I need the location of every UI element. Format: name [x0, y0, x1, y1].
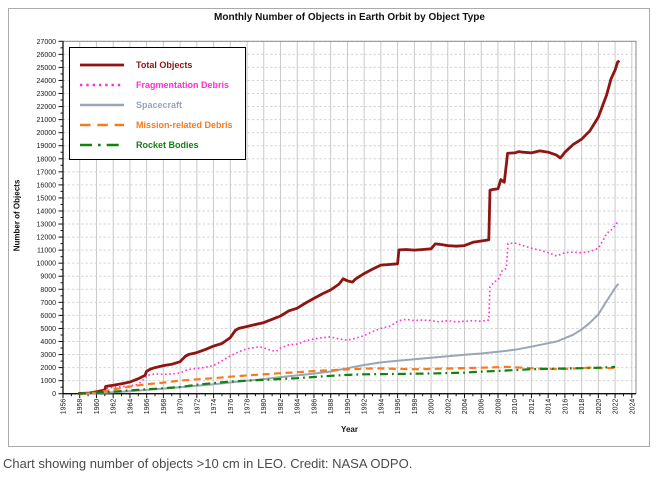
svg-text:18000: 18000 — [37, 156, 57, 163]
svg-text:2004: 2004 — [462, 399, 469, 415]
svg-text:6000: 6000 — [40, 313, 56, 320]
series-line-total — [77, 59, 621, 395]
svg-text:1964: 1964 — [127, 399, 134, 415]
svg-text:2022: 2022 — [613, 399, 620, 415]
svg-text:23000: 23000 — [37, 91, 57, 98]
svg-text:25000: 25000 — [37, 65, 57, 72]
legend-item-spacecraft: Spacecraft — [70, 95, 245, 115]
svg-text:20000: 20000 — [37, 130, 57, 137]
legend-line-sample-spacecraft — [79, 100, 129, 110]
svg-text:2000: 2000 — [40, 365, 56, 372]
svg-text:2000: 2000 — [429, 399, 436, 415]
svg-text:12000: 12000 — [37, 235, 57, 242]
svg-text:1988: 1988 — [328, 399, 335, 415]
legend-label-total: Total Objects — [136, 60, 193, 70]
svg-text:15000: 15000 — [37, 195, 57, 202]
svg-text:1960: 1960 — [94, 399, 101, 415]
svg-text:1972: 1972 — [194, 399, 201, 415]
svg-text:1976: 1976 — [228, 399, 235, 415]
svg-text:17000: 17000 — [37, 169, 57, 176]
legend-item-rocket-bodies: Rocket Bodies — [70, 135, 245, 155]
legend-line-sample-rocket-bodies — [79, 140, 129, 150]
svg-text:1970: 1970 — [178, 399, 185, 415]
svg-text:1986: 1986 — [311, 399, 318, 415]
svg-text:4000: 4000 — [40, 339, 56, 346]
svg-text:1962: 1962 — [111, 399, 118, 415]
series-line-spacecraft — [78, 283, 620, 395]
svg-text:2020: 2020 — [596, 399, 603, 415]
svg-text:1978: 1978 — [245, 399, 252, 415]
svg-text:1974: 1974 — [211, 399, 218, 415]
x-axis-title: Year — [341, 425, 358, 434]
y-axis-tick-labels: 0 1000 2000 3000 4000 5000 6000 7000 8000 9000 100… — [37, 39, 57, 398]
svg-text:1990: 1990 — [345, 399, 352, 415]
legend-item-total: Total Objects — [70, 55, 245, 75]
series-line-rocket-bodies — [78, 365, 616, 395]
svg-text:1958: 1958 — [77, 399, 84, 415]
svg-text:2012: 2012 — [529, 399, 536, 415]
legend-line-sample-fragmentation — [79, 80, 129, 90]
legend-item-mission-debris: Mission-related Debris — [70, 115, 245, 135]
chart-legend: Total Objects Fragmentation Debris Spacecr… — [69, 47, 246, 160]
svg-text:9000: 9000 — [40, 274, 56, 281]
legend-label-mission-debris: Mission-related Debris — [136, 120, 233, 130]
legend-label-fragmentation: Fragmentation Debris — [136, 80, 230, 90]
svg-text:2024: 2024 — [629, 399, 636, 415]
tick-marks — [58, 40, 633, 399]
series-line-mission-debris — [79, 365, 616, 395]
chart-caption: Chart showing number of objects >10 cm i… — [3, 456, 413, 471]
svg-text:1980: 1980 — [261, 399, 268, 415]
svg-text:1956: 1956 — [61, 399, 68, 415]
svg-text:21000: 21000 — [37, 117, 57, 124]
chart-title: Monthly Number of Objects in Earth Orbit… — [214, 12, 485, 23]
svg-text:8000: 8000 — [40, 287, 56, 294]
legend-label-spacecraft: Spacecraft — [136, 100, 183, 110]
svg-text:1968: 1968 — [161, 399, 168, 415]
svg-text:2014: 2014 — [546, 399, 553, 415]
svg-text:26000: 26000 — [37, 52, 57, 59]
legend-label-rocket-bodies: Rocket Bodies — [136, 140, 199, 150]
svg-text:2008: 2008 — [495, 399, 502, 415]
svg-text:1984: 1984 — [295, 399, 302, 415]
svg-text:2006: 2006 — [479, 399, 486, 415]
svg-text:22000: 22000 — [37, 104, 57, 111]
svg-text:2010: 2010 — [512, 399, 519, 415]
legend-line-sample-total — [79, 60, 129, 70]
svg-text:14000: 14000 — [37, 208, 57, 215]
svg-text:24000: 24000 — [37, 78, 57, 85]
svg-text:13000: 13000 — [37, 222, 57, 229]
svg-text:1996: 1996 — [395, 399, 402, 415]
svg-text:27000: 27000 — [37, 39, 57, 46]
svg-text:1994: 1994 — [378, 399, 385, 415]
svg-text:16000: 16000 — [37, 182, 57, 189]
svg-text:1966: 1966 — [144, 399, 151, 415]
svg-text:7000: 7000 — [40, 300, 56, 307]
svg-text:10000: 10000 — [37, 261, 57, 268]
legend-line-sample-mission-debris — [79, 120, 129, 130]
svg-text:11000: 11000 — [37, 248, 56, 255]
svg-text:5000: 5000 — [40, 326, 56, 333]
svg-text:1982: 1982 — [278, 399, 285, 415]
x-axis-tick-labels: 1956 1958 1960 1962 1964 1966 1968 1970 1972 1974… — [61, 399, 637, 415]
svg-text:2018: 2018 — [579, 399, 586, 415]
svg-text:2002: 2002 — [445, 399, 452, 415]
svg-text:1998: 1998 — [412, 399, 419, 415]
svg-text:3000: 3000 — [40, 352, 56, 359]
svg-text:0: 0 — [52, 391, 56, 398]
legend-item-fragmentation: Fragmentation Debris — [70, 75, 245, 95]
svg-text:1992: 1992 — [362, 399, 369, 415]
svg-text:2016: 2016 — [562, 399, 569, 415]
svg-text:19000: 19000 — [37, 143, 57, 150]
svg-text:1000: 1000 — [40, 378, 56, 385]
